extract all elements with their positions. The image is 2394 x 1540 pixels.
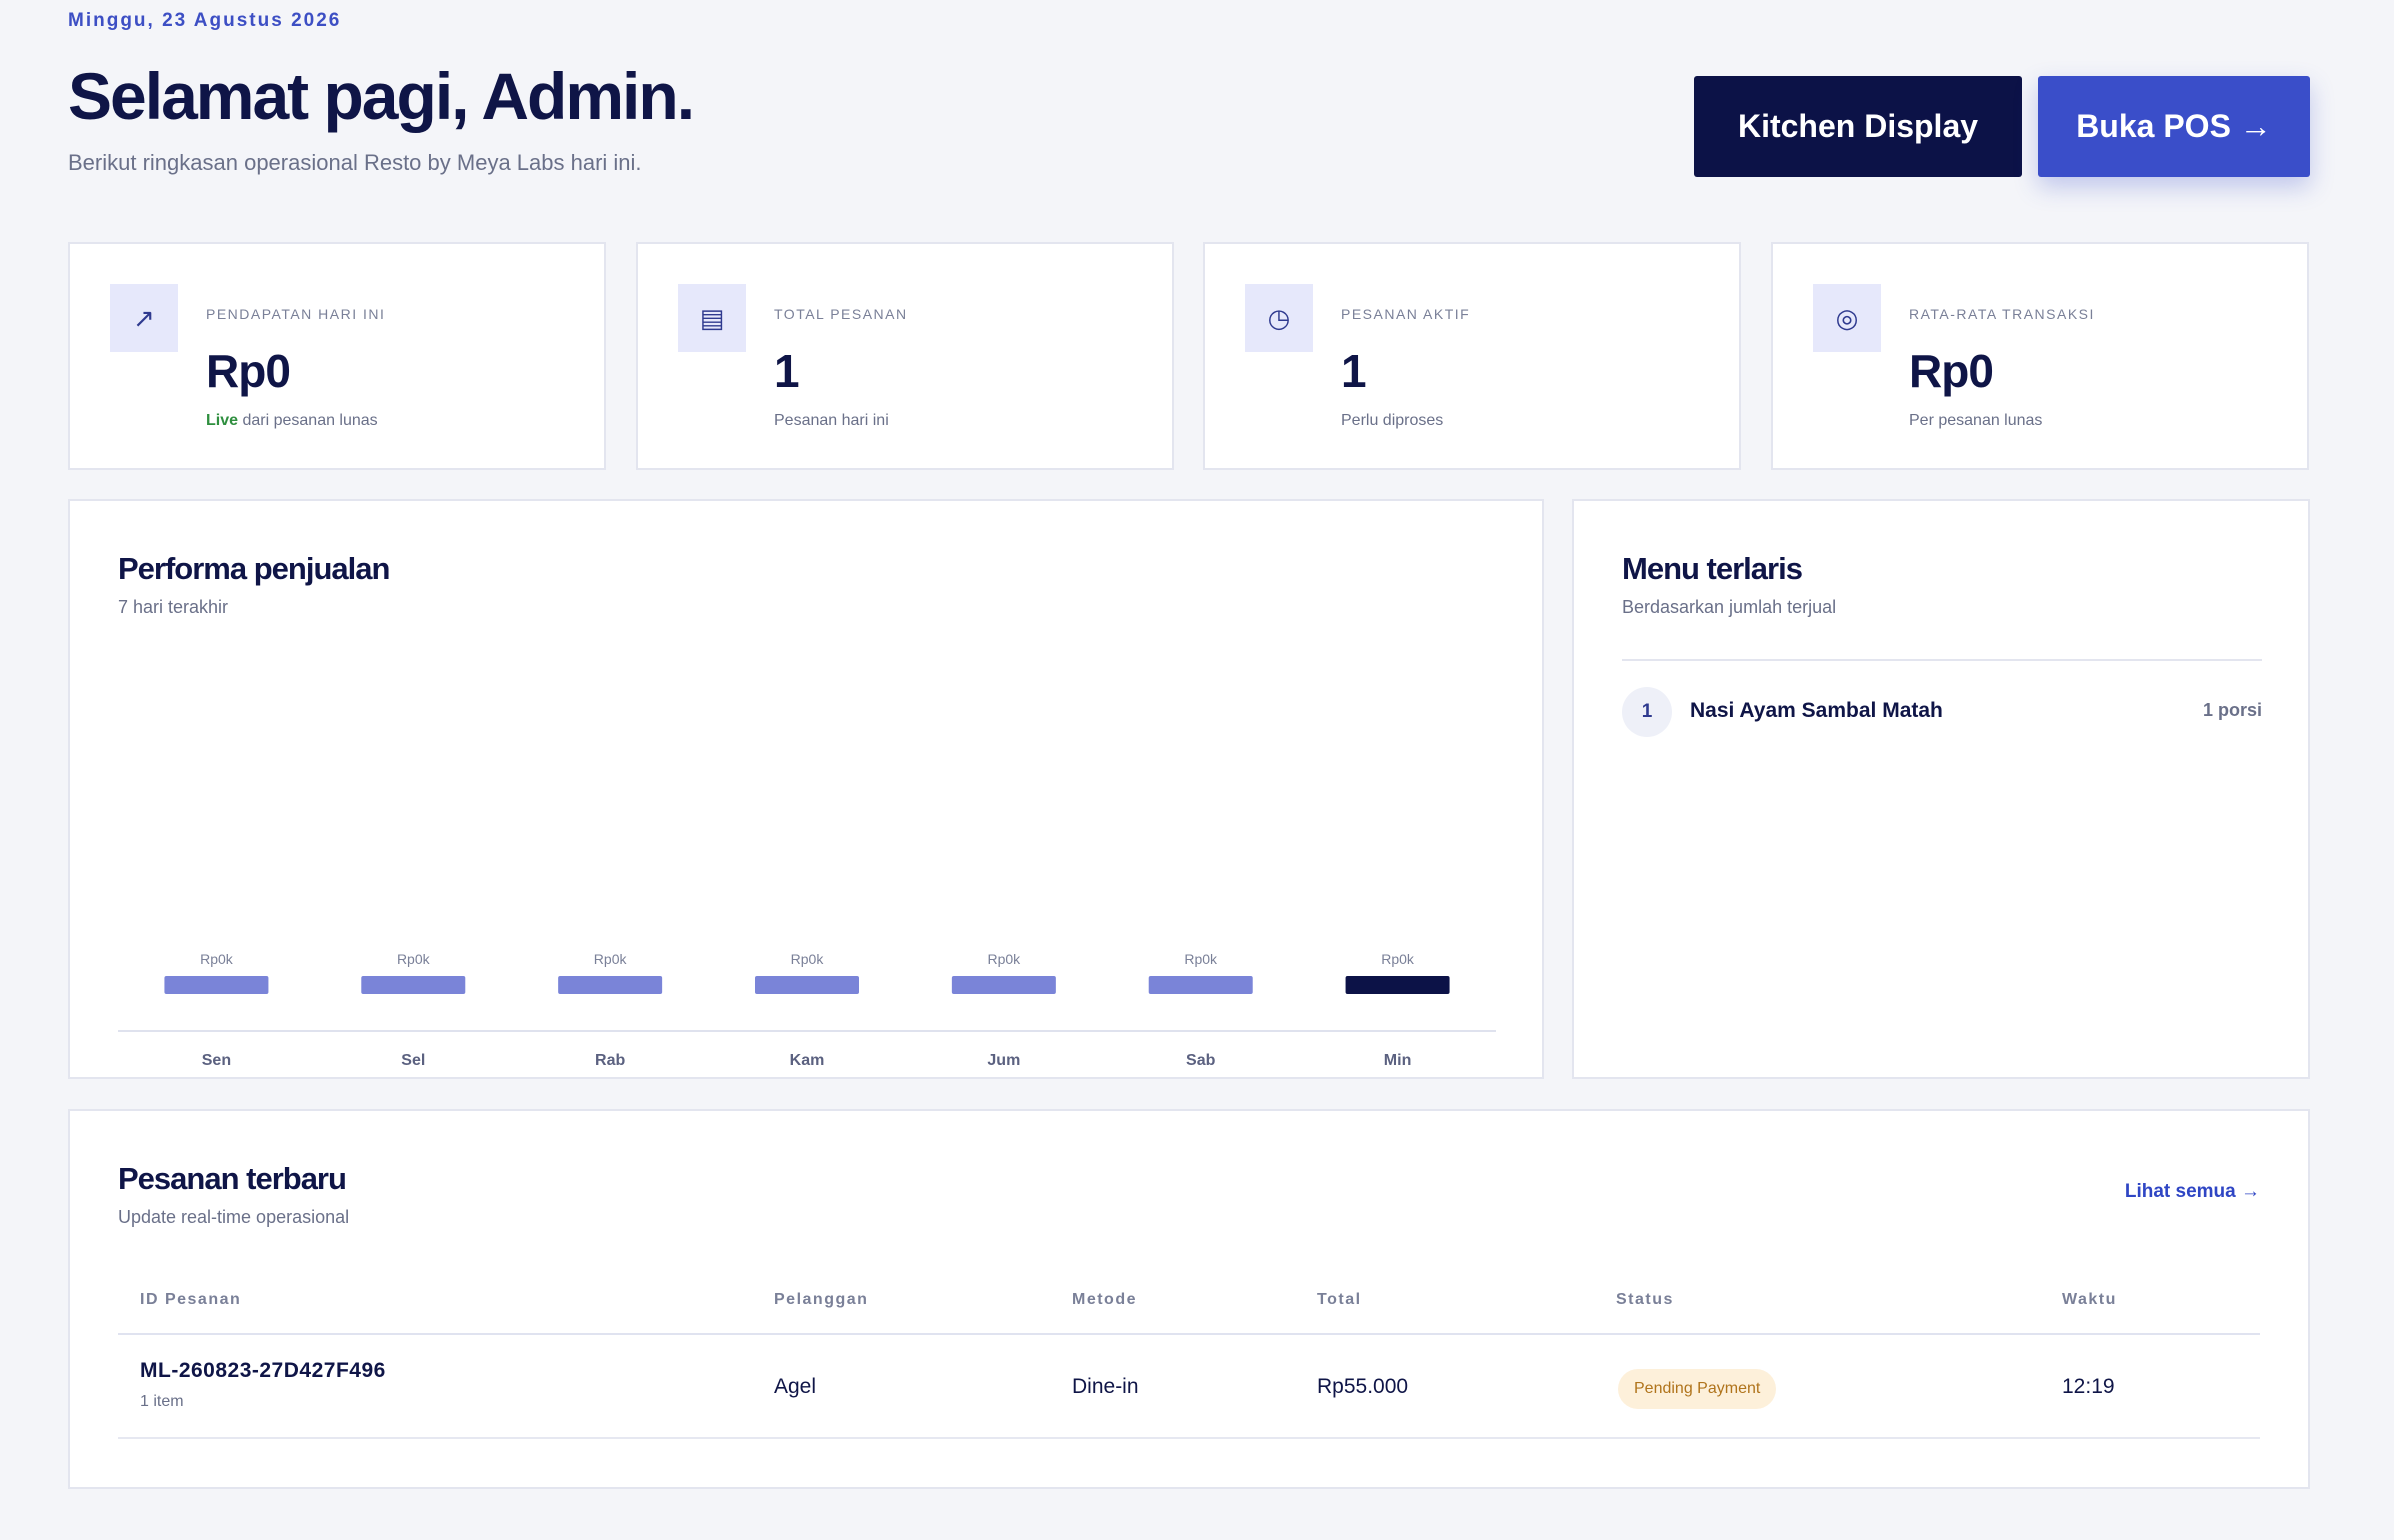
sales-subtitle: 7 hari terakhir bbox=[118, 597, 229, 617]
order-id[interactable]: ML-260823-27D427F496 bbox=[140, 1359, 386, 1382]
chart-bar-sel[interactable] bbox=[361, 976, 466, 994]
column-header-method[interactable]: Metode bbox=[1072, 1291, 1137, 1308]
chart-data-label: Rp0k bbox=[200, 951, 234, 967]
top-menu-item[interactable]: 1 Nasi Ayam Sambal Matah 1 porsi bbox=[1622, 687, 2262, 737]
stat-note: Pesanan hari ini bbox=[774, 412, 889, 429]
open-pos-button[interactable]: Buka POS → bbox=[2038, 76, 2310, 177]
stat-label: TOTAL PESANAN bbox=[774, 306, 908, 322]
chart-bar-sen[interactable] bbox=[164, 976, 269, 994]
target-icon: ◎ bbox=[1813, 284, 1881, 352]
table-header-divider bbox=[118, 1333, 2260, 1335]
chart-bar-rab[interactable] bbox=[558, 976, 663, 994]
order-time: 12:19 bbox=[2062, 1375, 2115, 1398]
stat-label: PENDAPATAN HARI INI bbox=[206, 306, 386, 322]
top-menu-title: Menu terlaris bbox=[1622, 551, 1803, 586]
chart-data-label: Rp0k bbox=[594, 951, 628, 967]
stat-card-average-transaction: ◎ RATA-RATA TRANSAKSI Rp0 Per pesanan lu… bbox=[1771, 242, 2309, 470]
clock-icon: ◷ bbox=[1245, 284, 1313, 352]
page-subtitle: Berikut ringkasan operasional Resto by M… bbox=[68, 150, 642, 175]
stat-card-active-orders: ◷ PESANAN AKTIF 1 Perlu diproses bbox=[1203, 242, 1741, 470]
chart-x-tick-label: Kam bbox=[790, 1052, 825, 1069]
stat-value: 1 bbox=[1341, 345, 1367, 397]
stat-label: PESANAN AKTIF bbox=[1341, 306, 1471, 322]
chart-bar-sab[interactable] bbox=[1148, 976, 1253, 994]
stat-note-text: dari pesanan lunas bbox=[242, 412, 378, 429]
stat-label: RATA-RATA TRANSAKSI bbox=[1909, 306, 2095, 322]
order-customer: Agel bbox=[774, 1375, 817, 1398]
column-header-order-id[interactable]: ID Pesanan bbox=[140, 1291, 242, 1308]
stat-note: Live dari pesanan lunas bbox=[206, 412, 378, 430]
chart-data-label: Rp0k bbox=[1184, 951, 1218, 967]
chart-x-tick-label: Sen bbox=[202, 1052, 231, 1069]
chart-data-label: Rp0k bbox=[1381, 951, 1415, 967]
stat-card-total-orders: ▤ TOTAL PESANAN 1 Pesanan hari ini bbox=[636, 242, 1174, 470]
column-header-status[interactable]: Status bbox=[1616, 1291, 1674, 1308]
order-total: Rp55.000 bbox=[1317, 1375, 1409, 1398]
chart-x-tick-label: Min bbox=[1384, 1052, 1412, 1069]
order-item-count: 1 item bbox=[140, 1393, 184, 1410]
chart-data-label: Rp0k bbox=[791, 951, 825, 967]
top-menu-subtitle: Berdasarkan jumlah terjual bbox=[1622, 597, 1837, 617]
menu-item-quantity: 1 porsi bbox=[2202, 700, 2262, 720]
column-header-time[interactable]: Waktu bbox=[2062, 1291, 2117, 1308]
live-indicator: Live bbox=[206, 412, 239, 429]
trend-arrow-icon: ↗ bbox=[110, 284, 178, 352]
chart-bar-kam[interactable] bbox=[755, 976, 859, 994]
chart-bar-jum[interactable] bbox=[951, 976, 1056, 994]
status-badge: Pending Payment bbox=[1618, 1369, 1777, 1409]
chart-x-tick-label: Sab bbox=[1186, 1052, 1216, 1069]
stat-value: Rp0 bbox=[206, 345, 291, 397]
stat-value: 1 bbox=[774, 345, 800, 397]
column-header-customer[interactable]: Pelanggan bbox=[774, 1291, 869, 1308]
orders-title: Pesanan terbaru bbox=[118, 1161, 347, 1196]
stat-note: Perlu diproses bbox=[1341, 412, 1444, 429]
date-label: Minggu, 23 Agustus 2026 bbox=[68, 10, 342, 31]
list-icon: ▤ bbox=[678, 284, 746, 352]
page-title: Selamat pagi, Admin. bbox=[68, 59, 695, 133]
top-menu-card: Menu terlaris Berdasarkan jumlah terjual… bbox=[1572, 499, 2310, 1079]
chart-data-label: Rp0k bbox=[397, 951, 431, 967]
stat-card-revenue: ↗ PENDAPATAN HARI INI Rp0 Live dari pesa… bbox=[68, 242, 606, 470]
view-all-link[interactable]: Lihat semua → bbox=[2124, 1181, 2260, 1202]
menu-item-name: Nasi Ayam Sambal Matah bbox=[1690, 699, 1943, 722]
stat-value: Rp0 bbox=[1909, 345, 1994, 397]
column-header-total[interactable]: Total bbox=[1317, 1291, 1362, 1308]
kitchen-display-button[interactable]: Kitchen Display bbox=[1694, 76, 2022, 177]
order-method: Dine-in bbox=[1072, 1375, 1139, 1398]
sales-title: Performa penjualan bbox=[118, 551, 390, 586]
chart-data-label: Rp0k bbox=[988, 951, 1022, 967]
sales-performance-card: Performa penjualan 7 hari terakhir Rp0k S… bbox=[68, 499, 1544, 1079]
chart-x-tick-label: Jum bbox=[987, 1052, 1020, 1069]
stat-note: Per pesanan lunas bbox=[1909, 412, 2043, 429]
recent-orders-card: Pesanan terbaru Update real-time operasi… bbox=[68, 1109, 2310, 1489]
rank-badge: 1 bbox=[1622, 687, 1672, 737]
chart-bar-min[interactable] bbox=[1345, 976, 1450, 994]
orders-subtitle: Update real-time operasional bbox=[118, 1207, 350, 1227]
sales-bar-chart: Rp0k Sen Rp0k Sel Rp0k Rab Rp0k Kam Rp0k Jum Rp0k S… bbox=[118, 951, 1496, 1069]
divider bbox=[1622, 659, 2262, 661]
chart-x-tick-label: Rab bbox=[595, 1052, 625, 1069]
chart-x-tick-label: Sel bbox=[401, 1052, 425, 1069]
table-row-divider bbox=[118, 1437, 2260, 1439]
